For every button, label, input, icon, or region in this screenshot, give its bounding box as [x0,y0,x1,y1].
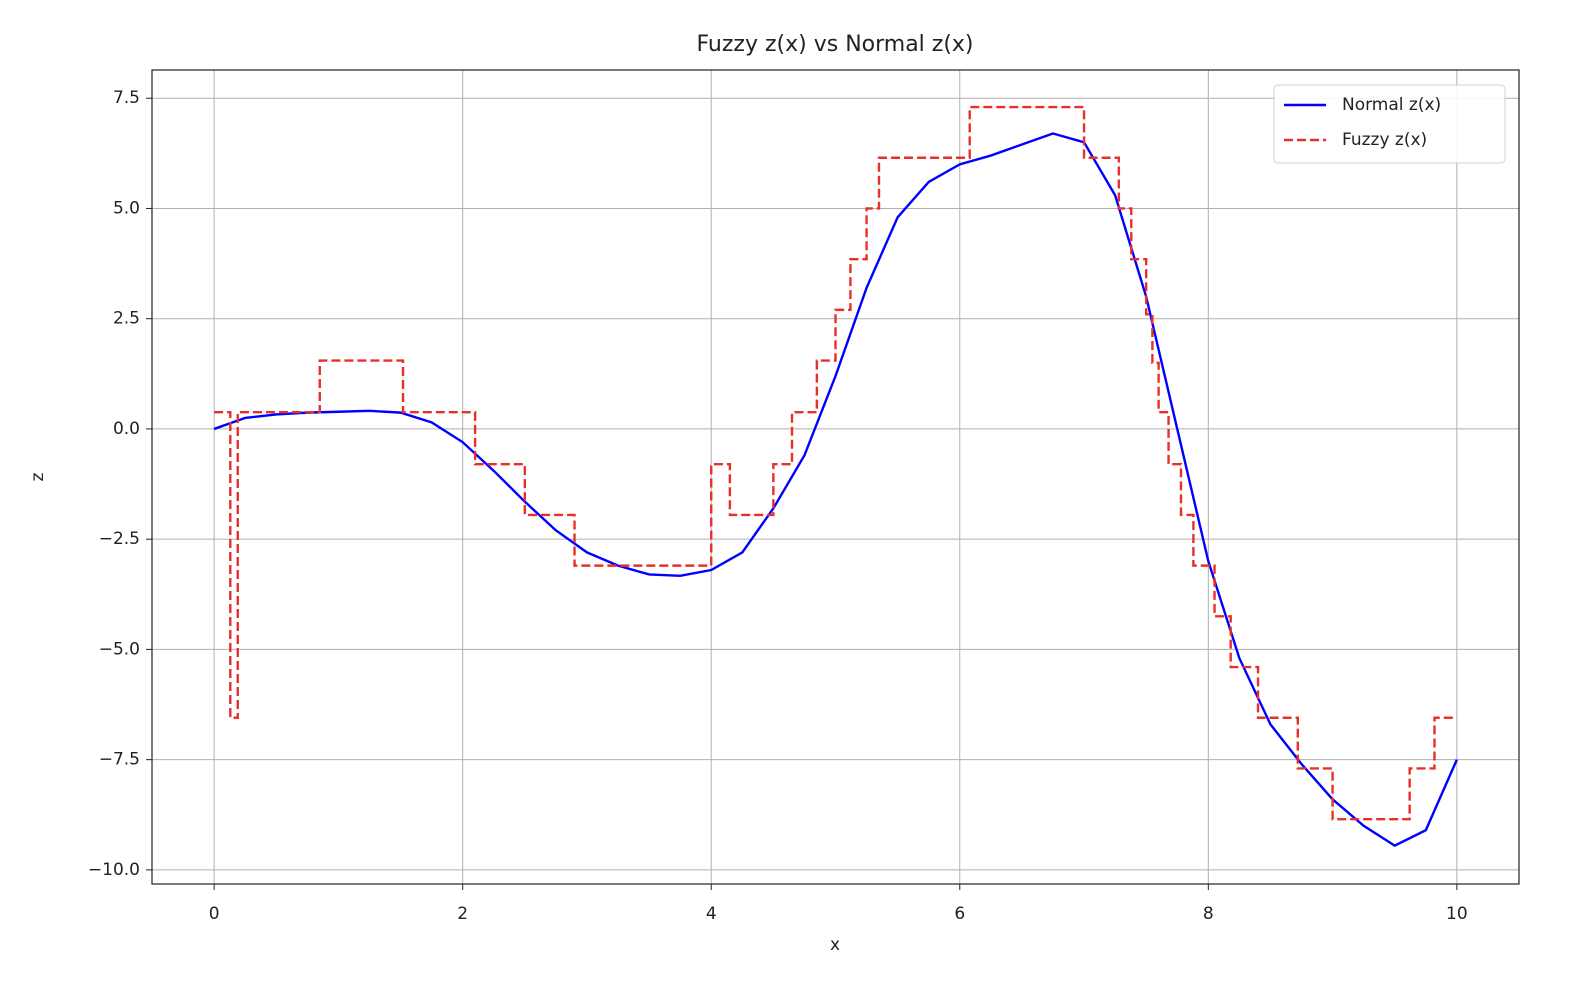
y-tick-label: −10.0 [88,860,140,880]
legend-box [1273,84,1506,164]
x-tick-label: 2 [457,904,468,924]
legend-label: Normal z(x) [1342,95,1441,115]
line-series [214,105,1457,821]
x-tick-label: 8 [1203,904,1214,924]
x-tick-label: 4 [706,904,717,924]
y-tick-label: 2.5 [113,309,140,329]
x-tick-label: 6 [954,904,965,924]
x-tick-label: 0 [209,904,220,924]
y-tick-label: −2.5 [99,529,140,549]
legend-label: Fuzzy z(x) [1342,130,1427,150]
legend: Normal z(x) Fuzzy z(x) [1273,84,1506,164]
y-tick-label: −7.5 [99,750,140,770]
x-axis-label: x [830,935,840,955]
y-tick-label: −5.0 [99,639,140,659]
y-tick-label: 7.5 [113,88,140,108]
line-series [213,132,1458,848]
y-tick-label: 0.0 [113,419,140,439]
y-axis-label: z [28,472,48,481]
x-tick-label: 10 [1446,904,1468,924]
plot-frame [151,69,1520,885]
chart-title: Fuzzy z(x) vs Normal z(x) [696,32,973,57]
y-tick-label: 5.0 [113,198,140,218]
